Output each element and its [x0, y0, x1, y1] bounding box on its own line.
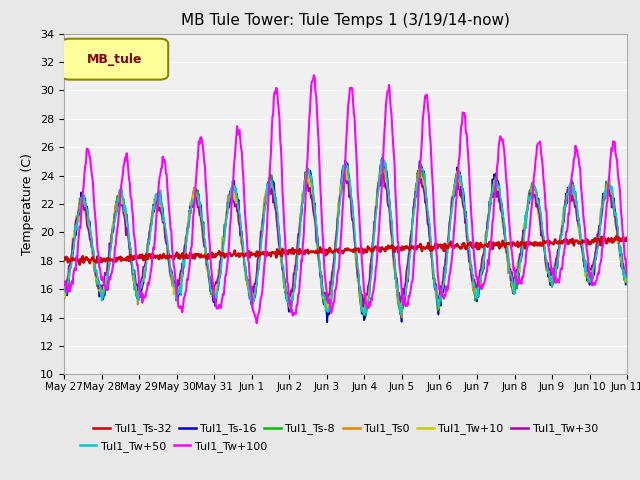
Legend: Tul1_Ts-32, Tul1_Ts-16, Tul1_Ts-8, Tul1_Ts0, Tul1_Tw+10, Tul1_Tw+30: Tul1_Ts-32, Tul1_Ts-16, Tul1_Ts-8, Tul1_… [89, 419, 602, 439]
Y-axis label: Temperature (C): Temperature (C) [22, 153, 35, 255]
FancyBboxPatch shape [61, 39, 168, 80]
Title: MB Tule Tower: Tule Temps 1 (3/19/14-now): MB Tule Tower: Tule Temps 1 (3/19/14-now… [181, 13, 510, 28]
Text: MB_tule: MB_tule [87, 53, 143, 66]
